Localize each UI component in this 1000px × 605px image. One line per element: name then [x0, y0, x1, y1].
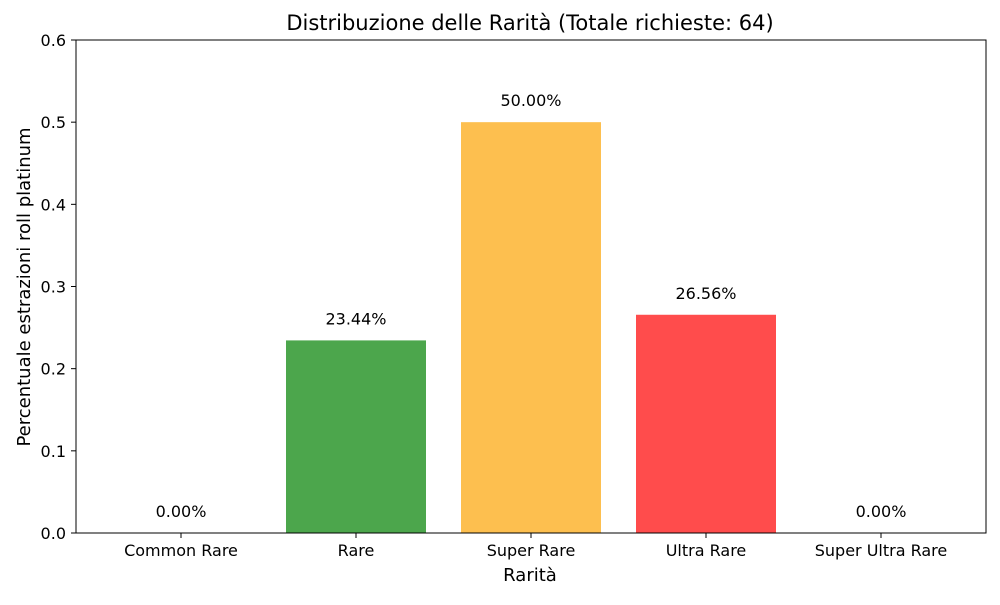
bar-ultra-rare	[636, 314, 776, 533]
data-label: 23.44%	[325, 309, 386, 328]
x-tick-label: Super Ultra Rare	[815, 541, 948, 560]
x-tick-label: Common Rare	[124, 541, 238, 560]
bar-super-rare	[461, 122, 601, 534]
y-tick-label: 0.1	[41, 442, 66, 461]
y-tick-label: 0.4	[41, 195, 66, 214]
chart-title: Distribuzione delle Rarità (Totale richi…	[286, 11, 773, 35]
data-label: 50.00%	[500, 91, 561, 110]
x-tick-label: Super Rare	[487, 541, 576, 560]
data-label: 0.00%	[856, 502, 907, 521]
y-tick-label: 0.0	[41, 524, 66, 543]
bar-rare	[286, 340, 426, 533]
y-tick-label: 0.6	[41, 31, 66, 50]
x-tick-label: Rare	[338, 541, 375, 560]
data-label: 26.56%	[675, 284, 736, 303]
x-tick-label: Ultra Rare	[666, 541, 747, 560]
y-axis-label: Percentuale estrazioni roll platinum	[14, 127, 35, 446]
data-label: 0.00%	[156, 502, 207, 521]
x-axis-label: Rarità	[503, 565, 557, 586]
y-tick-label: 0.5	[41, 113, 66, 132]
y-tick-label: 0.3	[41, 278, 66, 297]
y-tick-label: 0.2	[41, 360, 66, 379]
